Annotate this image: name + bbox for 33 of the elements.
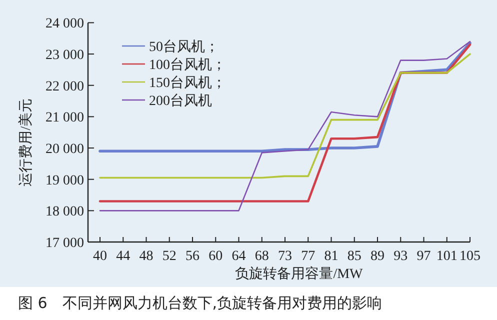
x-tick-label: 68 bbox=[254, 249, 269, 264]
x-tick-label: 64 bbox=[232, 249, 246, 264]
caption: 图 6 不同并网风力机台数下,负旋转备用对费用的影响 bbox=[18, 294, 382, 312]
y-tick-label: 18 000 bbox=[46, 204, 84, 220]
x-tick-label: 81 bbox=[324, 249, 338, 264]
x-tick-label: 105 bbox=[460, 249, 480, 264]
y-tick-label: 17 000 bbox=[46, 236, 84, 251]
x-tick-label: 85 bbox=[347, 249, 362, 264]
y-tick-label: 23 000 bbox=[46, 48, 84, 64]
x-tick-label: 97 bbox=[416, 249, 431, 264]
x-tick-label: 73 bbox=[278, 249, 292, 264]
x-tick-label: 60 bbox=[208, 249, 223, 264]
y-tick-label: 19 000 bbox=[46, 173, 84, 188]
legend-label: 150台风机； bbox=[149, 75, 226, 91]
y-tick-label: 22 000 bbox=[46, 79, 84, 94]
x-tick-label: 77 bbox=[301, 249, 316, 264]
x-tick-label: 93 bbox=[394, 249, 408, 264]
x-tick-label: 101 bbox=[436, 249, 458, 264]
legend-label: 200台风机 bbox=[149, 93, 212, 109]
line-series bbox=[99, 53, 471, 179]
y-axis-title: 运行费用/美元 bbox=[18, 98, 34, 186]
x-tick-label: 89 bbox=[370, 249, 384, 264]
x-tick-label: 56 bbox=[186, 249, 200, 264]
x-tick-label: 40 bbox=[93, 249, 107, 264]
y-tick-label: 24 000 bbox=[46, 16, 84, 32]
x-axis-title: 负旋转备用容量/MW bbox=[235, 266, 364, 282]
legend-label: 100台风机； bbox=[149, 57, 226, 73]
legend-label: 50台风机； bbox=[149, 39, 219, 55]
x-tick-label: 48 bbox=[139, 249, 154, 264]
x-tick-label: 52 bbox=[162, 249, 176, 264]
x-tick-label: 44 bbox=[116, 249, 130, 264]
y-tick-label: 21 000 bbox=[46, 110, 84, 126]
y-tick-label: 20 000 bbox=[46, 142, 84, 158]
